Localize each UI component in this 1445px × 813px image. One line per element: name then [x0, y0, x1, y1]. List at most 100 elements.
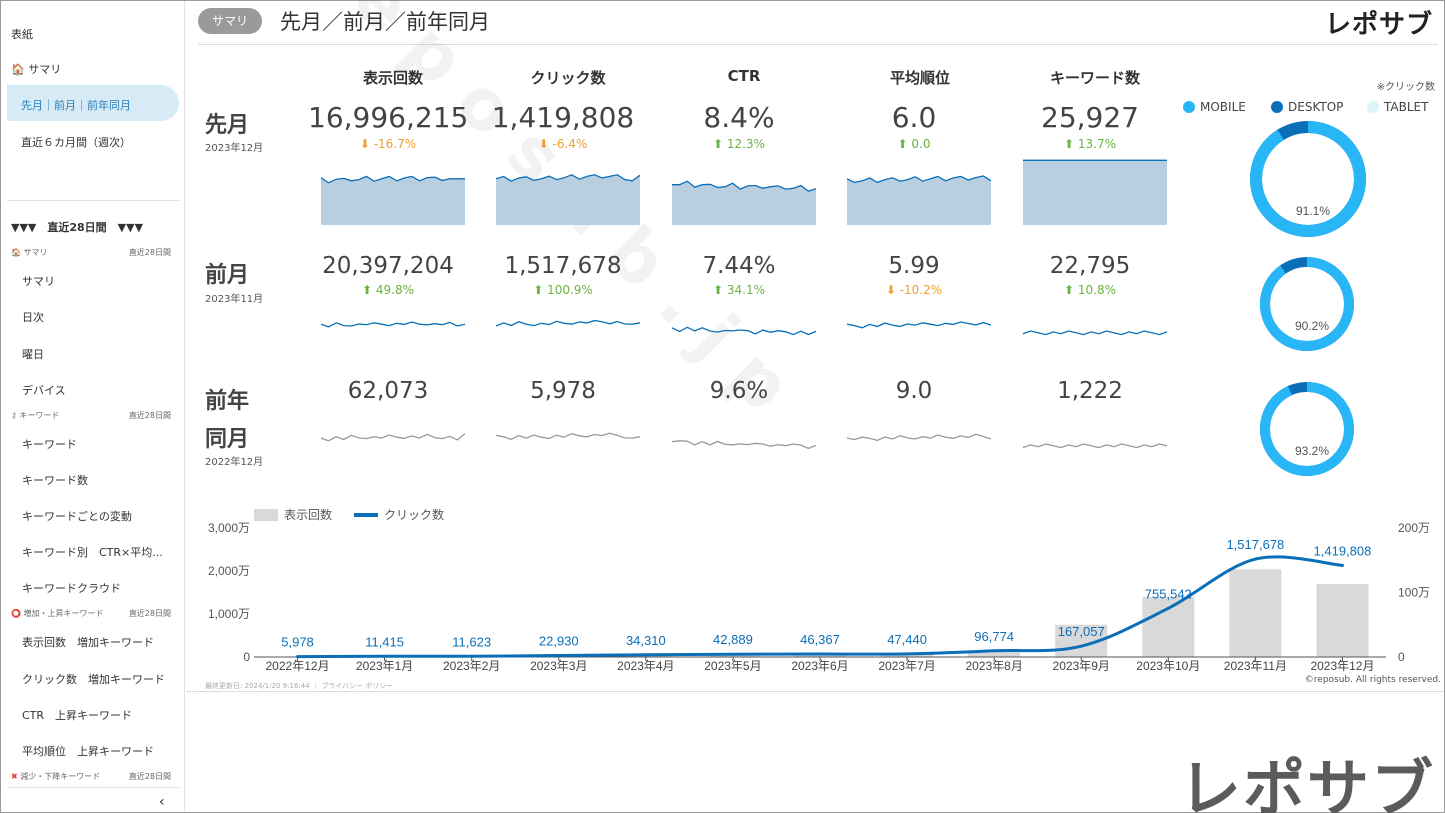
x-tick-label: 2023年6月 — [791, 659, 848, 673]
clicks-point — [818, 652, 822, 656]
sidebar-item-keyword-cloud[interactable]: キーワードクラウド — [22, 582, 121, 595]
clicks-data-label: 47,440 — [887, 632, 927, 647]
metric-change: ⬆ 34.1% — [713, 283, 765, 297]
row-label-prev-year-2: 同月 — [205, 427, 250, 452]
legend-tablet: TABLET — [1367, 100, 1428, 114]
section-label: キーワード — [19, 411, 60, 420]
metric-value: 16,996,215 — [308, 101, 469, 134]
sidebar-section-summary: 🏠 サマリ 直近28日間 — [11, 247, 171, 258]
metric-value: 20,397,204 — [322, 253, 454, 279]
donut-label: 91.1% — [1296, 204, 1330, 218]
sidebar-item-six-months[interactable]: 直近６カ月間（週次） — [21, 136, 131, 149]
impressions-bar — [1316, 583, 1369, 657]
sidebar-item-keyword-count[interactable]: キーワード数 — [22, 474, 88, 487]
footer-divider — [186, 691, 1444, 692]
sidebar-item-keyword[interactable]: キーワード — [22, 438, 77, 451]
mobile-dot-icon — [1183, 101, 1195, 113]
legend-impressions-swatch — [254, 509, 278, 521]
clicks-data-label: 11,415 — [365, 634, 404, 649]
legend-mobile: MOBILE — [1183, 100, 1246, 114]
brand-logo-large: レポサブ — [1178, 752, 1435, 813]
mobile-segment — [1260, 257, 1354, 351]
legend-desktop: DESKTOP — [1271, 100, 1343, 114]
sidebar-item-click-increase[interactable]: クリック数 増加キーワード — [22, 673, 165, 686]
sidebar-item-monthly[interactable]: 先月｜前月｜前年同月 — [21, 99, 131, 112]
impressions-bar — [881, 654, 934, 657]
section-range: 直近28日間 — [128, 772, 171, 781]
left-axis-tick: 2,000万 — [208, 564, 250, 578]
sidebar-item-rank-increase[interactable]: 平均順位 上昇キーワード — [22, 745, 154, 758]
x-tick-label: 2023年1月 — [356, 659, 413, 673]
row-date-last-month: 2023年12月 — [205, 143, 264, 154]
device-donut-prev-month: 90.2% — [1260, 257, 1354, 351]
home-icon: 🏠 — [11, 248, 21, 257]
sidebar-item-weekday[interactable]: 曜日 — [22, 348, 44, 361]
sidebar-item-keyword-ctr[interactable]: キーワード別 CTR×平均... — [22, 546, 163, 559]
row-label-prev-year-1: 前年 — [205, 389, 250, 414]
device-note: ※クリック数 — [1376, 82, 1435, 93]
section-range: 直近28日間 — [128, 248, 171, 257]
sidebar-item-ctr-increase[interactable]: CTR 上昇キーワード — [22, 709, 133, 722]
brand-logo: レポサブ — [1324, 10, 1433, 40]
sidebar-item-daily[interactable]: 日次 — [22, 311, 44, 324]
sidebar-item-label: サマリ — [28, 63, 62, 76]
section-label: 減少・下降キーワード — [20, 772, 101, 781]
sidebar-divider — [7, 787, 179, 788]
metric-change: ⬇ -6.4% — [538, 137, 588, 151]
clicks-point — [470, 654, 474, 658]
mobile-segment — [1260, 382, 1354, 476]
clicks-point — [644, 653, 648, 657]
x-tick-label: 2023年8月 — [965, 659, 1022, 673]
sidebar: 表紙 🏠 サマリ 先月｜前月｜前年同月 直近６カ月間（週次） ▼▼▼ 直近28日… — [1, 1, 185, 811]
donut-label: 93.2% — [1295, 444, 1329, 458]
metric-change: ⬇ -16.7% — [359, 137, 417, 151]
collapse-sidebar-button[interactable]: ‹ — [159, 794, 165, 810]
last-updated[interactable]: 最終更新日: 2024/1/20 9:16:44 ｜ プライバシー ポリシー — [205, 682, 394, 690]
legend-label: MOBILE — [1200, 100, 1246, 114]
metric-value: 6.0 — [891, 101, 937, 134]
sidebar-item-device[interactable]: デバイス — [22, 384, 66, 397]
header-divider — [198, 44, 1438, 45]
clicks-data-label: 167,057 — [1058, 624, 1105, 639]
metric-value: 8.4% — [703, 101, 775, 134]
sidebar-item-summary2[interactable]: サマリ — [22, 275, 55, 288]
mobile-segment — [1250, 121, 1366, 237]
section-pill: サマリ — [198, 8, 262, 34]
sidebar-item-keyword-change[interactable]: キーワードごとの変動 — [22, 510, 132, 523]
sidebar-item-impr-increase[interactable]: 表示回数 増加キーワード — [22, 636, 154, 649]
col-header-clicks: クリック数 — [530, 69, 606, 87]
home-icon: 🏠 — [11, 63, 25, 76]
donut-label: 90.2% — [1295, 319, 1329, 333]
clicks-point — [905, 652, 909, 656]
clicks-data-label: 755,542 — [1145, 586, 1192, 601]
device-donut-last-month: 91.1% — [1250, 121, 1366, 237]
metric-sparkline — [320, 321, 466, 328]
metric-sparkline — [320, 433, 466, 442]
clicks-data-label: 96,774 — [974, 629, 1014, 644]
copyright: ©reposub. All rights reserved. — [1304, 675, 1441, 685]
key-icon: ⚷ — [11, 411, 17, 420]
metric-sparkline — [495, 432, 641, 441]
metric-sparkline — [671, 440, 817, 450]
clicks-data-label: 34,310 — [626, 633, 666, 648]
impressions-bar — [706, 654, 759, 657]
device-donut-prev-year: 93.2% — [1260, 382, 1354, 476]
col-header-keywords: キーワード数 — [1049, 69, 1140, 87]
metric-value: 25,927 — [1041, 101, 1139, 134]
left-axis-tick: 1,000万 — [208, 607, 250, 621]
tablet-dot-icon — [1367, 101, 1379, 113]
metric-sparkline — [671, 326, 817, 336]
metric-change: ⬇ -10.2% — [885, 283, 943, 297]
metric-value: 9.6% — [709, 378, 769, 404]
clicks-data-label: 42,889 — [713, 632, 753, 647]
x-tick-label: 2023年10月 — [1136, 659, 1200, 673]
metric-change: ⬆ 49.8% — [362, 283, 414, 297]
clicks-data-label: 22,930 — [539, 634, 579, 649]
sidebar-item-cover[interactable]: 表紙 — [11, 28, 33, 41]
clicks-point — [731, 652, 735, 656]
right-axis-tick: 0 — [1398, 650, 1405, 664]
section-label: サマリ — [23, 248, 48, 257]
sidebar-item-summary[interactable]: 🏠 サマリ — [11, 61, 61, 77]
impressions-bar — [1142, 596, 1195, 657]
sidebar-section-decrease: ✖ 減少・下降キーワード 直近28日間 — [11, 771, 171, 782]
